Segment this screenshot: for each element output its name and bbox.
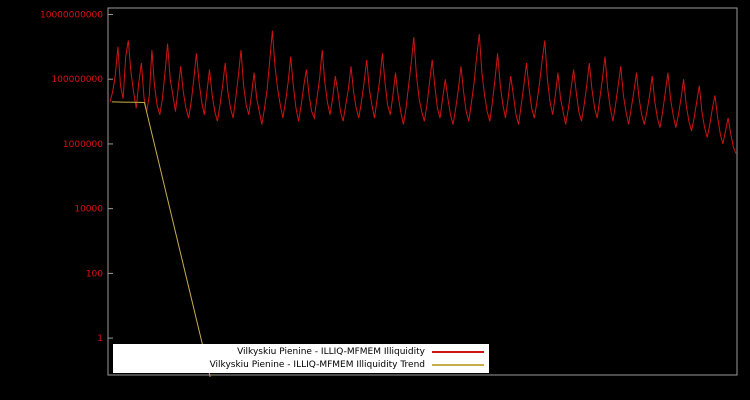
legend: Vilkyskiu Pienine - ILLIQ-MFMEM Illiquid… (113, 344, 489, 373)
y-tick-label: 1 (97, 334, 103, 344)
y-tick-label: 10000 (74, 205, 103, 215)
trend-line (111, 101, 211, 378)
legend-label-illiquidity: Vilkyskiu Pienine - ILLIQ-MFMEM Illiquid… (237, 347, 425, 357)
plot-border (107, 7, 738, 376)
y-tick-label: 10000000000 (40, 10, 103, 20)
illiquidity-line (109, 30, 737, 154)
y-tick-label: 100 (86, 269, 103, 279)
y-tick-label: 100000000 (51, 75, 103, 85)
legend-label-trend: Vilkyskiu Pienine - ILLIQ-MFMEM Illiquid… (209, 360, 425, 370)
y-tick-label: 1000000 (63, 140, 103, 150)
legend-line-sample-trend (432, 364, 484, 366)
legend-line-sample-illiquidity (432, 351, 484, 353)
legend-item-illiquidity: Vilkyskiu Pienine - ILLIQ-MFMEM Illiquid… (113, 346, 484, 359)
legend-item-trend: Vilkyskiu Pienine - ILLIQ-MFMEM Illiquid… (113, 359, 484, 372)
